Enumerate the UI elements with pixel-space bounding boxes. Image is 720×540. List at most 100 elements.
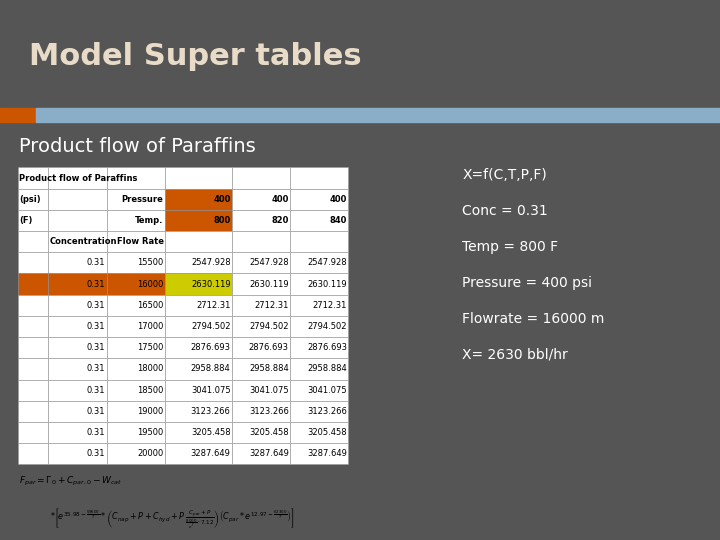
Text: 2876.693: 2876.693 — [191, 343, 230, 352]
Bar — [107, 273, 165, 295]
Text: 17500: 17500 — [138, 343, 163, 352]
Bar — [48, 380, 107, 401]
Bar — [107, 337, 165, 359]
Text: 3287.649: 3287.649 — [191, 449, 230, 458]
Text: Flow Rate: Flow Rate — [117, 237, 163, 246]
Text: 0.31: 0.31 — [87, 301, 105, 310]
Bar — [18, 422, 48, 443]
Bar — [48, 295, 107, 316]
Text: 3205.458: 3205.458 — [191, 428, 230, 437]
Text: $F_{par} = \Gamma_0 + C_{par,0} - W_{cat}$: $F_{par} = \Gamma_0 + C_{par,0} - W_{cat… — [19, 475, 122, 488]
Bar — [18, 316, 48, 337]
Bar — [18, 231, 48, 252]
Bar — [232, 273, 290, 295]
Text: (F): (F) — [19, 216, 32, 225]
Bar — [18, 210, 48, 231]
Text: 3123.266: 3123.266 — [307, 407, 347, 416]
Text: 3123.266: 3123.266 — [249, 407, 289, 416]
Text: 2794.502: 2794.502 — [249, 322, 289, 331]
Bar — [232, 210, 290, 231]
Text: 17000: 17000 — [138, 322, 163, 331]
Bar — [232, 359, 290, 380]
Bar — [232, 380, 290, 401]
Bar — [18, 443, 48, 464]
Text: Pressure: Pressure — [122, 195, 163, 204]
Bar — [18, 252, 48, 273]
Text: X=f(C,T,P,F): X=f(C,T,P,F) — [462, 167, 547, 181]
Bar — [165, 359, 232, 380]
Text: 0.31: 0.31 — [87, 322, 105, 331]
Text: 2958.884: 2958.884 — [249, 364, 289, 374]
Bar — [18, 188, 48, 210]
Text: X= 2630 bbl/hr: X= 2630 bbl/hr — [462, 348, 568, 362]
Bar — [232, 401, 290, 422]
Bar — [232, 337, 290, 359]
Text: 3123.266: 3123.266 — [191, 407, 230, 416]
Text: 2630.119: 2630.119 — [191, 280, 230, 288]
Bar — [48, 316, 107, 337]
Text: 16500: 16500 — [138, 301, 163, 310]
Text: 3041.075: 3041.075 — [249, 386, 289, 395]
Text: 3205.458: 3205.458 — [307, 428, 347, 437]
Text: 16000: 16000 — [138, 280, 163, 288]
Text: Temp.: Temp. — [135, 216, 163, 225]
Bar — [48, 273, 107, 295]
Text: 2958.884: 2958.884 — [307, 364, 347, 374]
Bar — [48, 359, 107, 380]
Text: 18000: 18000 — [138, 364, 163, 374]
Text: 0.31: 0.31 — [87, 258, 105, 267]
Bar — [18, 167, 48, 188]
Text: 400: 400 — [213, 195, 230, 204]
Bar — [0, 108, 36, 122]
Text: 2630.119: 2630.119 — [307, 280, 347, 288]
Bar — [232, 443, 290, 464]
Bar — [18, 380, 48, 401]
Text: 0.31: 0.31 — [87, 364, 105, 374]
Bar — [107, 380, 165, 401]
Bar — [290, 316, 348, 337]
Text: 15500: 15500 — [138, 258, 163, 267]
Text: Concentration: Concentration — [50, 237, 117, 246]
Text: Conc = 0.31: Conc = 0.31 — [462, 204, 548, 218]
Bar — [290, 337, 348, 359]
Text: Temp = 800 F: Temp = 800 F — [462, 240, 559, 254]
Bar — [232, 316, 290, 337]
Bar — [165, 188, 232, 210]
Bar — [290, 295, 348, 316]
Text: 2712.31: 2712.31 — [254, 301, 289, 310]
Text: 400: 400 — [330, 195, 347, 204]
Bar — [18, 359, 48, 380]
Bar — [165, 380, 232, 401]
Text: Pressure = 400 psi: Pressure = 400 psi — [462, 275, 593, 289]
Text: 19000: 19000 — [138, 407, 163, 416]
Bar — [107, 210, 165, 231]
Bar — [290, 231, 348, 252]
Text: 2876.693: 2876.693 — [249, 343, 289, 352]
Bar — [48, 422, 107, 443]
Text: 0.31: 0.31 — [87, 449, 105, 458]
Text: 820: 820 — [271, 216, 289, 225]
Bar — [107, 295, 165, 316]
Bar — [107, 231, 165, 252]
Text: (psi): (psi) — [19, 195, 41, 204]
Bar — [18, 295, 48, 316]
Bar — [107, 188, 165, 210]
Bar — [165, 422, 232, 443]
Text: 18500: 18500 — [138, 386, 163, 395]
Text: 800: 800 — [213, 216, 230, 225]
Bar — [48, 443, 107, 464]
Text: Product flow of Paraffins: Product flow of Paraffins — [19, 173, 138, 183]
Text: 400: 400 — [271, 195, 289, 204]
Bar — [107, 422, 165, 443]
Bar — [107, 316, 165, 337]
Bar — [48, 401, 107, 422]
Bar — [107, 443, 165, 464]
Text: 2794.502: 2794.502 — [191, 322, 230, 331]
Text: Flowrate = 16000 m: Flowrate = 16000 m — [462, 312, 605, 326]
Text: 2958.884: 2958.884 — [191, 364, 230, 374]
Bar — [48, 167, 107, 188]
Bar — [18, 337, 48, 359]
Bar — [290, 188, 348, 210]
Bar — [290, 401, 348, 422]
Bar — [232, 252, 290, 273]
